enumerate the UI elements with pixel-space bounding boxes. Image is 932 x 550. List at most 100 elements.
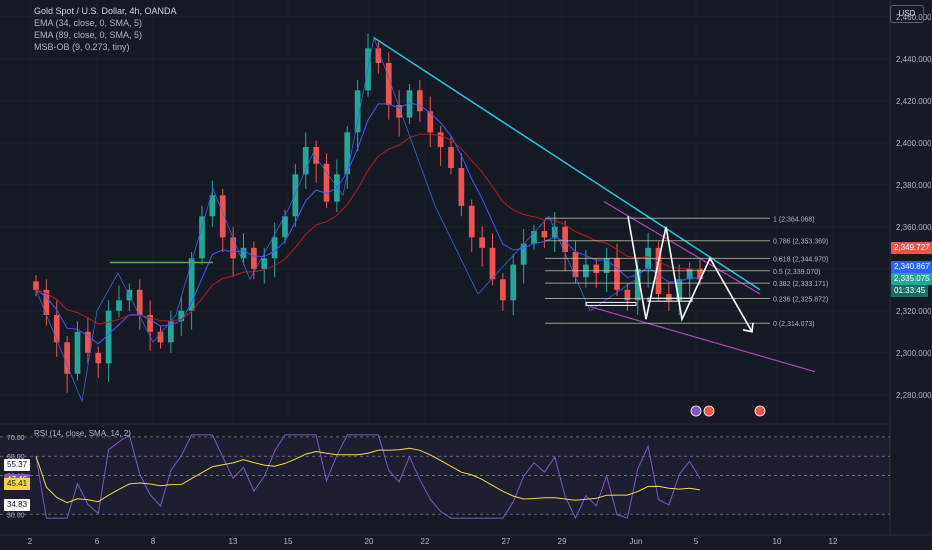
candle-body bbox=[593, 264, 600, 273]
candle-body bbox=[427, 111, 434, 133]
candle-body bbox=[199, 216, 205, 259]
time-tick-label: 20 bbox=[365, 537, 374, 546]
time-tick-label: 12 bbox=[829, 537, 838, 546]
price-badge: 01:33:45 bbox=[891, 284, 929, 297]
event-icon bbox=[703, 405, 715, 417]
candle-body bbox=[676, 279, 683, 301]
time-tick-label: 2 bbox=[28, 537, 33, 546]
rsi-badge: 34.83 bbox=[4, 498, 31, 511]
candle-body bbox=[489, 247, 496, 280]
candle-body bbox=[406, 90, 413, 118]
candle-body bbox=[614, 258, 620, 290]
candle-body bbox=[437, 132, 444, 147]
candle-body bbox=[157, 331, 164, 343]
candle-body bbox=[105, 310, 112, 364]
rsi-level-label: 70.00 bbox=[7, 435, 25, 442]
trend-line bbox=[373, 37, 761, 291]
price-badge: 2,335.075 bbox=[891, 273, 932, 286]
event-icon bbox=[690, 405, 702, 417]
candle-body bbox=[697, 268, 703, 280]
candle-body bbox=[458, 168, 465, 206]
fib-level-label: 0.382 (2,333.171) bbox=[773, 281, 828, 288]
ema89-legend[interactable]: EMA (89, close, 0, SMA, 5) bbox=[34, 30, 143, 40]
fib-level-label: 0 (2,314.073) bbox=[773, 321, 815, 328]
candle-body bbox=[209, 195, 216, 217]
candle-body bbox=[74, 331, 81, 374]
support-box bbox=[585, 301, 637, 306]
candle-body bbox=[344, 132, 351, 175]
fib-level-label: 0.618 (2,344.970) bbox=[773, 256, 828, 263]
projection-arrow-head bbox=[742, 322, 754, 333]
candle-body bbox=[666, 294, 672, 301]
time-tick-label: 10 bbox=[773, 537, 782, 546]
rsi-legend[interactable]: RSI (14, close, SMA, 14, 2) bbox=[34, 429, 131, 438]
fib-level-label: 0.786 (2,353.369) bbox=[773, 239, 828, 246]
candle-body bbox=[510, 264, 517, 301]
time-tick-label: 6 bbox=[95, 537, 100, 546]
price-tick-label: 2,380.000 bbox=[896, 181, 932, 190]
price-tick-label: 2,300.000 bbox=[896, 349, 932, 358]
price-tick-label: 2,440.000 bbox=[896, 55, 932, 64]
symbol-title[interactable]: Gold Spot / U.S. Dollar, 4h, OANDA bbox=[34, 6, 177, 16]
currency-button[interactable]: USD bbox=[890, 5, 924, 23]
candle-body bbox=[500, 279, 506, 301]
candle-body bbox=[53, 315, 60, 343]
rsi-level-label: 60.00 bbox=[7, 454, 25, 461]
candle-body bbox=[479, 237, 485, 248]
time-tick-label: 22 bbox=[421, 537, 430, 546]
candle-body bbox=[188, 258, 195, 311]
candle-body bbox=[531, 231, 537, 244]
candle-body bbox=[43, 289, 50, 315]
candle-body bbox=[551, 226, 558, 238]
ema34-line bbox=[35, 102, 701, 345]
price-tick-label: 2,420.000 bbox=[896, 97, 932, 106]
candle-body bbox=[468, 205, 475, 238]
support-box bbox=[647, 297, 693, 302]
candle-body bbox=[219, 195, 226, 238]
candle-body bbox=[562, 226, 568, 252]
candle-body bbox=[64, 342, 70, 374]
candle-body bbox=[271, 237, 278, 259]
channel-upper-line bbox=[603, 201, 761, 295]
candle-body bbox=[292, 174, 299, 217]
candle-body bbox=[95, 352, 102, 364]
rsi-level-label: 30.00 bbox=[7, 512, 25, 519]
price-tick-label: 2,320.000 bbox=[896, 307, 932, 316]
candle-body bbox=[147, 315, 153, 332]
candle-body bbox=[168, 321, 174, 343]
price-tick-label: 2,360.000 bbox=[896, 223, 932, 232]
time-tick-label: 27 bbox=[502, 537, 511, 546]
fib-level-label: 0.236 (2,325.872) bbox=[773, 296, 828, 303]
candle-body bbox=[178, 310, 185, 322]
msb-ob-legend[interactable]: MSB-OB (9, 0.273, tiny) bbox=[34, 42, 130, 52]
candle-body bbox=[323, 163, 330, 202]
candle-body bbox=[85, 331, 91, 353]
chart-legend: Gold Spot / U.S. Dollar, 4h, OANDA EMA (… bbox=[34, 5, 177, 53]
candle-body bbox=[572, 252, 579, 278]
candle-body bbox=[251, 247, 257, 269]
time-tick-label: 5 bbox=[694, 537, 699, 546]
projection-path bbox=[627, 216, 753, 333]
candle-body bbox=[624, 289, 631, 301]
time-tick-label: Jun bbox=[630, 537, 643, 546]
price-tick-label: 2,460.000 bbox=[896, 13, 932, 22]
candle-body bbox=[302, 147, 309, 175]
candle-body bbox=[282, 216, 288, 238]
candle-body bbox=[33, 281, 39, 290]
candle-body bbox=[313, 147, 319, 164]
candle-body bbox=[116, 300, 122, 311]
time-tick-label: 13 bbox=[229, 537, 238, 546]
candle-body bbox=[136, 289, 143, 315]
candle-body bbox=[541, 231, 548, 238]
rsi-badge: 45.41 bbox=[4, 478, 31, 491]
price-badge: 2,340.867 bbox=[891, 260, 932, 273]
candle-body bbox=[417, 90, 423, 112]
rsi-ma-line bbox=[35, 447, 701, 504]
candle-body bbox=[261, 258, 268, 269]
ema34-legend[interactable]: EMA (34, close, 0, SMA, 5) bbox=[34, 18, 143, 28]
candle-body bbox=[354, 90, 361, 133]
candle-body bbox=[448, 147, 454, 168]
candle-body bbox=[240, 247, 247, 259]
